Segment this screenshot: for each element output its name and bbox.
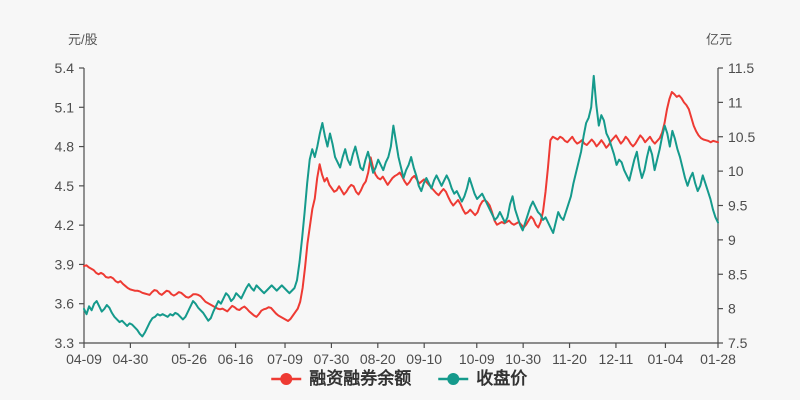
right-axis-tick-label: 10 — [728, 163, 744, 179]
right-axis-tick-label: 11 — [728, 94, 743, 110]
legend-item[interactable]: 融资融券余额 — [271, 368, 411, 389]
x-axis-tick-label: 11-20 — [552, 351, 587, 367]
x-axis-tick-label: 12-11 — [599, 351, 634, 367]
series-line-close-price — [83, 74, 719, 338]
right-axis-unit-label: 亿元 — [706, 32, 732, 47]
series-group — [83, 74, 719, 338]
x-axis-tick-label: 10-30 — [505, 351, 541, 367]
right-axis-tick-label: 11.5 — [728, 60, 754, 76]
left-axis-tick-label: 3.6 — [55, 296, 75, 312]
right-axis-tick-label: 8 — [728, 301, 736, 317]
right-axis-tick-label: 10.5 — [728, 129, 755, 145]
right-axis-tick-label: 9.5 — [728, 198, 748, 214]
x-axis-tick-label: 01-28 — [700, 351, 736, 367]
right-axis-tick-label: 8.5 — [728, 266, 748, 282]
left-axis-tick-label: 4.2 — [55, 217, 75, 233]
x-axis-tick-label: 07-30 — [314, 351, 350, 367]
legend-label: 收盘价 — [476, 368, 528, 389]
left-axis-tick-label: 3.9 — [55, 256, 75, 272]
series-line-margin-balance — [83, 91, 719, 322]
left-axis-tick-label: 5.4 — [55, 60, 75, 76]
chart-legend: 融资融券余额 收盘价 — [271, 368, 528, 389]
legend-label: 融资融券余额 — [309, 368, 411, 389]
left-axis-tick-label: 4.8 — [55, 139, 75, 155]
legend-dot-marker — [280, 373, 293, 385]
axes-group: 3.3 3.6 3.9 4.2 4.5 4.8 5.1 5.4 7.5 8 8.5 9 9.5 10 10.… — [55, 32, 756, 367]
left-axis-tick-label: 3.3 — [55, 335, 75, 351]
legend-dot-marker — [447, 373, 460, 385]
x-axis-tick-label: 06-16 — [218, 351, 254, 367]
x-axis-tick-label: 04-09 — [66, 351, 102, 367]
left-axis-tick-label: 4.5 — [55, 178, 75, 194]
left-axis-unit-label: 元/股 — [68, 32, 98, 47]
left-axis-tick-label: 5.1 — [55, 99, 75, 115]
x-axis-tick-label: 10-09 — [459, 351, 495, 367]
legend-item[interactable]: 收盘价 — [438, 368, 528, 389]
x-axis-tick-label: 05-26 — [171, 351, 207, 367]
right-axis-tick-label: 7.5 — [728, 335, 748, 351]
x-axis-tick-label: 04-30 — [112, 351, 148, 367]
x-axis-tick-label: 07-09 — [267, 351, 303, 367]
x-axis-tick-label: 09-10 — [406, 351, 442, 367]
x-axis-tick-label: 01-04 — [648, 351, 684, 367]
right-axis-tick-label: 9 — [728, 232, 736, 248]
x-axis-tick-label: 08-20 — [360, 351, 396, 367]
